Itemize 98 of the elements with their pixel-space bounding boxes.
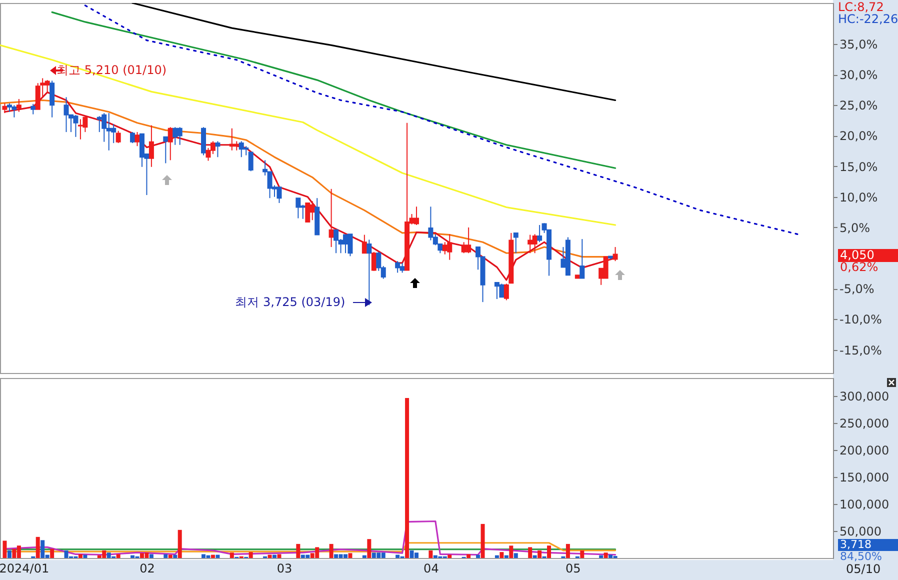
bar [500,552,504,558]
y-tick-label: -5,0% [840,282,874,296]
bar [248,552,253,558]
x-tick-label: 2024/01 [0,562,50,576]
bar [348,553,352,558]
annotation: 최저 3,725 (03/19) [235,295,346,310]
bar [528,547,532,558]
candlestick [371,251,376,272]
y-tick-label: 300,000 [840,389,890,404]
y-tick-label: 250,000 [840,416,890,430]
y-tick-label: 30,0% [840,68,878,82]
y-tick-label: 5,0% [840,220,870,235]
bar [480,524,485,558]
y-tick-label: -15,0% [840,343,882,358]
candlestick [334,229,339,254]
text: 05/10 [845,562,882,576]
candlestick [148,124,154,168]
bar [268,554,272,558]
bar [277,554,282,558]
candlestick [366,239,372,306]
bar [164,554,168,558]
text: 4,050 [838,248,898,262]
bar [547,546,552,558]
bar [230,552,234,558]
candlestick [168,126,173,161]
candlestick [296,198,301,219]
candlestick [248,152,254,172]
candlestick [537,224,542,243]
x-tick-label: 02 [140,562,155,576]
bar [448,554,452,558]
text: 84,50% [839,550,883,563]
bar [83,554,88,558]
candlestick [16,98,22,112]
y-tick-label: -10,0% [840,312,882,327]
bar [509,546,514,558]
y-tick-label: 15,0% [840,160,878,174]
candlestick [30,103,36,115]
bar [329,544,334,558]
bar [604,552,608,558]
bar [538,550,542,558]
bar [504,555,508,558]
bar [272,554,277,558]
bar [7,550,12,558]
bar [36,536,40,558]
text: LC:8,72 [837,0,885,14]
y-tick-label: 100,000 [840,497,890,512]
y-tick-label: 10,0% [840,190,878,204]
bar [514,553,518,558]
bar [494,555,499,558]
y-tick-label: 20,0% [840,129,878,144]
y-tick-label: 150,000 [840,470,890,484]
line-series [4,520,616,556]
candlestick [50,80,55,118]
bar [149,554,154,558]
candlestick [163,136,168,164]
y-tick-label: 50,000 [840,524,882,538]
bar [296,544,300,558]
candlestick [580,238,585,279]
line-series [0,44,616,226]
bar [50,548,54,558]
bar [78,554,82,558]
bar [116,554,120,558]
candlestick [513,232,518,254]
x-tick-label: 04 [424,562,439,576]
bar [216,554,220,558]
bar [532,555,537,558]
bar [362,555,366,558]
bar [367,539,372,558]
candlestick [2,102,8,114]
x-tick-label: 05 [566,562,581,576]
y-tick-label: 35,0% [840,37,878,52]
y-tick-label: 200,000 [840,443,890,458]
bar [428,550,433,558]
bar [599,555,604,558]
candlestick [395,260,400,274]
text: 3,718 [838,538,898,551]
line-series [84,4,801,236]
candlestick [215,140,220,158]
x-tick-label: 03 [276,562,292,576]
line-series [51,11,616,169]
bar [2,540,7,558]
bar [580,550,584,558]
text: HC:-22,26 [837,12,898,26]
bar [168,554,172,558]
bar [178,530,182,558]
candlestick [362,234,367,254]
text: 0,62% [839,260,880,274]
bar [466,554,471,558]
bar [405,398,410,558]
candlestick [612,246,618,262]
candlestick [130,132,136,144]
bar [566,544,570,558]
bar [210,554,215,558]
bar [173,554,178,558]
bar [476,554,480,558]
y-tick-label: 25,0% [840,98,878,113]
candlestick [116,130,121,144]
candlestick [134,132,140,147]
